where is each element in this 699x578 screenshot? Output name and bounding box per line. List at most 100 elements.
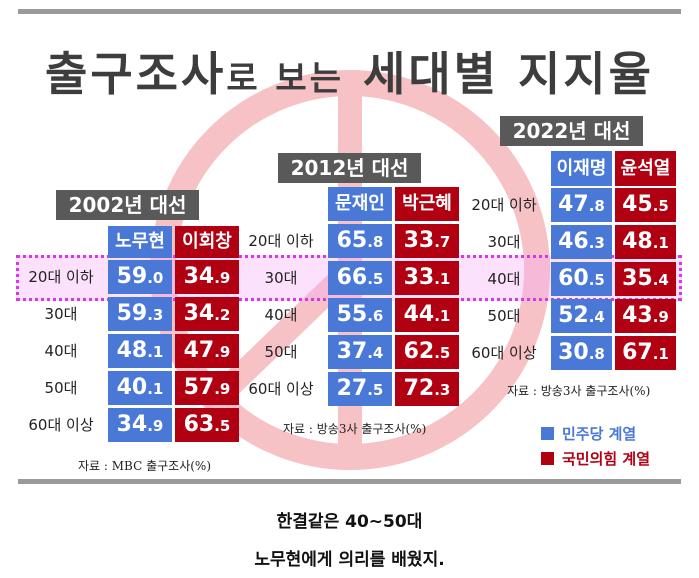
legend-conservative: 국민의힘 계열 <box>541 448 650 469</box>
vote-share-decimal: .5 <box>367 381 384 399</box>
age-group-label: 30대 <box>264 269 298 287</box>
vote-share-conservative: 43.9 <box>615 299 676 333</box>
vote-share-decimal: .4 <box>652 271 669 289</box>
vote-share-democratic: 40.1 <box>108 371 172 405</box>
year-label-2012: 2012년 대선 <box>278 153 421 183</box>
vote-share-democratic: 30.8 <box>551 336 612 370</box>
vote-share-decimal: .0 <box>147 269 164 287</box>
age-group-label: 30대 <box>487 233 521 251</box>
vote-share-decimal: .8 <box>588 345 605 363</box>
vote-share-democratic: 34.9 <box>108 408 172 442</box>
vote-share-decimal: .9 <box>214 343 231 361</box>
age-group-label: 30대 <box>44 305 78 323</box>
age-group-label: 40대 <box>264 306 298 324</box>
vote-share-democratic: 65.8 <box>328 224 392 258</box>
vote-share-conservative: 45.5 <box>615 188 676 222</box>
vote-share-conservative: 34.9 <box>175 260 239 294</box>
vote-share-decimal: .1 <box>147 343 164 361</box>
vote-share-decimal: .5 <box>214 417 231 435</box>
candidate-header-democratic: 노무현 <box>108 226 172 258</box>
vote-share-decimal: .2 <box>214 306 231 324</box>
vote-share-democratic: 47.8 <box>551 188 612 222</box>
vote-share-conservative: 67.1 <box>615 336 676 370</box>
candidate-header-democratic: 문재인 <box>328 187 392 221</box>
vote-share-democratic: 59.0 <box>108 260 172 294</box>
age-group-label: 50대 <box>487 307 521 325</box>
vote-share-conservative: 72.3 <box>395 372 459 406</box>
vote-share-conservative: 62.5 <box>395 335 459 369</box>
vote-share-decimal: .1 <box>434 307 451 325</box>
vote-share-decimal: .1 <box>652 234 669 252</box>
vote-share-decimal: .1 <box>434 270 451 288</box>
vote-share-decimal: .9 <box>652 308 669 326</box>
vote-share-conservative: 47.9 <box>175 334 239 368</box>
vote-share-decimal: .8 <box>367 233 384 251</box>
candidate-header-democratic: 이재명 <box>551 151 612 186</box>
vote-share-decimal: .1 <box>652 345 669 363</box>
vote-share-decimal: .3 <box>147 306 164 324</box>
vote-share-democratic: 48.1 <box>108 334 172 368</box>
vote-share-democratic: 37.4 <box>328 335 392 369</box>
vote-share-decimal: .4 <box>588 308 605 326</box>
vote-share-conservative: 44.1 <box>395 298 459 332</box>
vote-share-conservative: 34.2 <box>175 297 239 331</box>
vote-share-democratic: 66.5 <box>328 261 392 295</box>
vote-share-decimal: .5 <box>588 271 605 289</box>
vote-share-decimal: .6 <box>367 307 384 325</box>
year-label-2002: 2002년 대선 <box>56 190 199 220</box>
bottom-divider <box>18 479 681 484</box>
age-group-label: 60대 이상 <box>28 416 94 434</box>
vote-share-decimal: .5 <box>434 344 451 362</box>
source-note-2022: 자료 : 방송3사 출구조사(%) <box>507 384 651 398</box>
vote-share-democratic: 46.3 <box>551 225 612 259</box>
candidate-header-conservative: 윤석열 <box>615 151 676 186</box>
top-divider <box>18 9 681 14</box>
vote-share-decimal: .5 <box>652 197 669 215</box>
legend-label-democratic: 민주당 계열 <box>562 425 637 443</box>
vote-share-decimal: .9 <box>214 380 231 398</box>
age-group-label: 60대 이상 <box>471 344 537 362</box>
age-group-label: 20대 이하 <box>248 232 314 250</box>
age-group-label: 50대 <box>264 343 298 361</box>
age-group-label: 60대 이상 <box>248 380 314 398</box>
vote-share-decimal: .9 <box>147 417 164 435</box>
vote-share-conservative: 48.1 <box>615 225 676 259</box>
title-small: 로 보는 <box>226 59 344 99</box>
candidate-header-conservative: 이회창 <box>175 226 239 258</box>
vote-share-decimal: .7 <box>434 233 451 251</box>
age-group-label: 50대 <box>44 379 78 397</box>
legend-democratic: 민주당 계열 <box>541 423 636 444</box>
page-title: 출구조사로 보는 세대별 지지율 <box>0 38 699 104</box>
vote-share-democratic: 52.4 <box>551 299 612 333</box>
vote-share-democratic: 59.3 <box>108 297 172 331</box>
vote-share-decimal: .4 <box>367 344 384 362</box>
vote-share-conservative: 35.4 <box>615 262 676 296</box>
legend-label-conservative: 국민의힘 계열 <box>562 450 651 468</box>
vote-share-decimal: .1 <box>147 380 164 398</box>
vote-share-decimal: .3 <box>434 381 451 399</box>
vote-share-decimal: .9 <box>214 269 231 287</box>
title-main: 출구조사 <box>45 47 227 101</box>
vote-share-decimal: .8 <box>588 197 605 215</box>
legend-swatch-red <box>541 452 554 465</box>
vote-share-decimal: .3 <box>588 234 605 252</box>
vote-share-conservative: 63.5 <box>175 408 239 442</box>
vote-share-conservative: 57.9 <box>175 371 239 405</box>
vote-share-conservative: 33.1 <box>395 261 459 295</box>
caption-line-2: 노무현에게 의리를 배웠지. <box>254 550 445 570</box>
candidate-header-conservative: 박근혜 <box>395 187 459 221</box>
source-note-2012: 자료 : 방송3사 출구조사(%) <box>283 422 427 436</box>
source-note-2002: 자료 : MBC 출구조사(%) <box>78 459 212 473</box>
legend-swatch-blue <box>541 427 554 440</box>
year-label-2022: 2022년 대선 <box>500 116 643 146</box>
age-group-label: 20대 이하 <box>471 196 537 214</box>
vote-share-democratic: 55.6 <box>328 298 392 332</box>
age-group-label: 20대 이하 <box>28 268 94 286</box>
vote-share-democratic: 60.5 <box>551 262 612 296</box>
vote-share-conservative: 33.7 <box>395 224 459 258</box>
age-group-label: 40대 <box>487 270 521 288</box>
caption-line-1: 한결같은 40~50대 <box>276 512 423 532</box>
age-group-label: 40대 <box>44 342 78 360</box>
vote-share-democratic: 27.5 <box>328 372 392 406</box>
title-end: 세대별 지지율 <box>363 47 654 101</box>
